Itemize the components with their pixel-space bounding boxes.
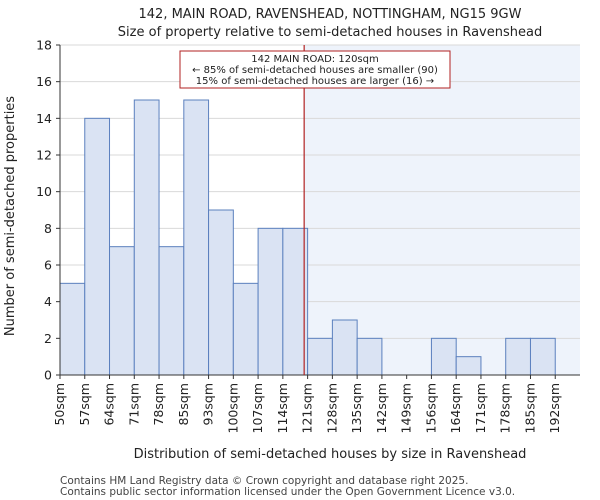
bar-85sqm: [183, 99, 210, 376]
x-tick-label: 156sqm: [423, 383, 438, 433]
bar-114sqm: [282, 227, 309, 376]
x-tick-label: 78sqm: [151, 383, 166, 426]
bar-135sqm: [356, 337, 383, 376]
x-tick-label: 107sqm: [250, 383, 265, 433]
y-tick-label: 6: [44, 258, 52, 273]
bar-185sqm: [529, 337, 556, 376]
bar-93sqm: [208, 209, 234, 376]
footer-licence: Contains public sector information licen…: [60, 486, 515, 498]
x-tick-label: 64sqm: [102, 383, 117, 426]
x-tick-label: 114sqm: [275, 383, 290, 433]
bar-121sqm: [307, 337, 333, 376]
chart-subtitle: Size of property relative to semi-detach…: [118, 25, 542, 40]
y-tick-label: 10: [36, 184, 52, 199]
x-tick-label: 121sqm: [300, 383, 315, 433]
y-tick-label: 2: [44, 331, 52, 346]
bar-128sqm: [331, 319, 358, 376]
x-tick-label: 171sqm: [473, 383, 488, 433]
y-tick-label: 12: [36, 148, 52, 163]
annotation-title: 142 MAIN ROAD: 120sqm: [251, 54, 378, 65]
bar-107sqm: [257, 227, 284, 376]
x-tick-label: 71sqm: [126, 383, 141, 426]
bar-71sqm: [133, 99, 160, 376]
x-tick-label: 142sqm: [374, 383, 389, 433]
x-tick-label: 50sqm: [52, 383, 67, 426]
y-tick-label: 0: [44, 368, 52, 383]
x-tick-label: 93sqm: [201, 383, 216, 426]
x-tick-label: 192sqm: [547, 383, 562, 433]
x-tick-label: 178sqm: [498, 383, 513, 433]
annotation-box: [179, 50, 451, 89]
annotation-larger: 15% of semi-detached houses are larger (…: [196, 76, 434, 87]
bar-178sqm: [505, 337, 531, 376]
x-tick-label: 100sqm: [225, 383, 240, 433]
y-tick-label: 8: [44, 221, 52, 236]
y-axis-label: Number of semi-detached properties: [3, 96, 18, 336]
y-tick-label: 18: [36, 38, 52, 53]
x-tick-label: 85sqm: [176, 383, 191, 426]
footer-copyright: Contains HM Land Registry data © Crown c…: [60, 475, 468, 487]
x-tick-label: 164sqm: [448, 383, 463, 433]
y-tick-label: 4: [44, 294, 52, 309]
x-tick-label: 185sqm: [522, 383, 537, 433]
bar-164sqm: [455, 356, 482, 376]
plot-area: 0 2 4 6 8 10 12 14 16 18 50sqm 57sqm 64sqm 71sqm 78sqm…: [36, 38, 580, 433]
x-tick-label: 149sqm: [399, 383, 414, 433]
x-tick-label: 135sqm: [349, 383, 364, 433]
chart-title: 142, MAIN ROAD, RAVENSHEAD, NOTTINGHAM, …: [139, 7, 522, 22]
y-tick-label: 14: [36, 111, 52, 126]
bar-156sqm: [430, 337, 457, 376]
x-tick-label: 57sqm: [77, 383, 92, 426]
x-tick-label: 128sqm: [324, 383, 339, 433]
bar-78sqm: [158, 246, 185, 376]
annotation-smaller: ← 85% of semi-detached houses are smalle…: [192, 65, 438, 76]
bar-100sqm: [232, 282, 259, 376]
x-axis-label: Distribution of semi-detached houses by …: [134, 447, 527, 462]
bar-57sqm: [84, 117, 111, 376]
y-tick-label: 16: [36, 74, 52, 89]
bar-50sqm: [59, 282, 86, 376]
bar-64sqm: [109, 246, 135, 376]
